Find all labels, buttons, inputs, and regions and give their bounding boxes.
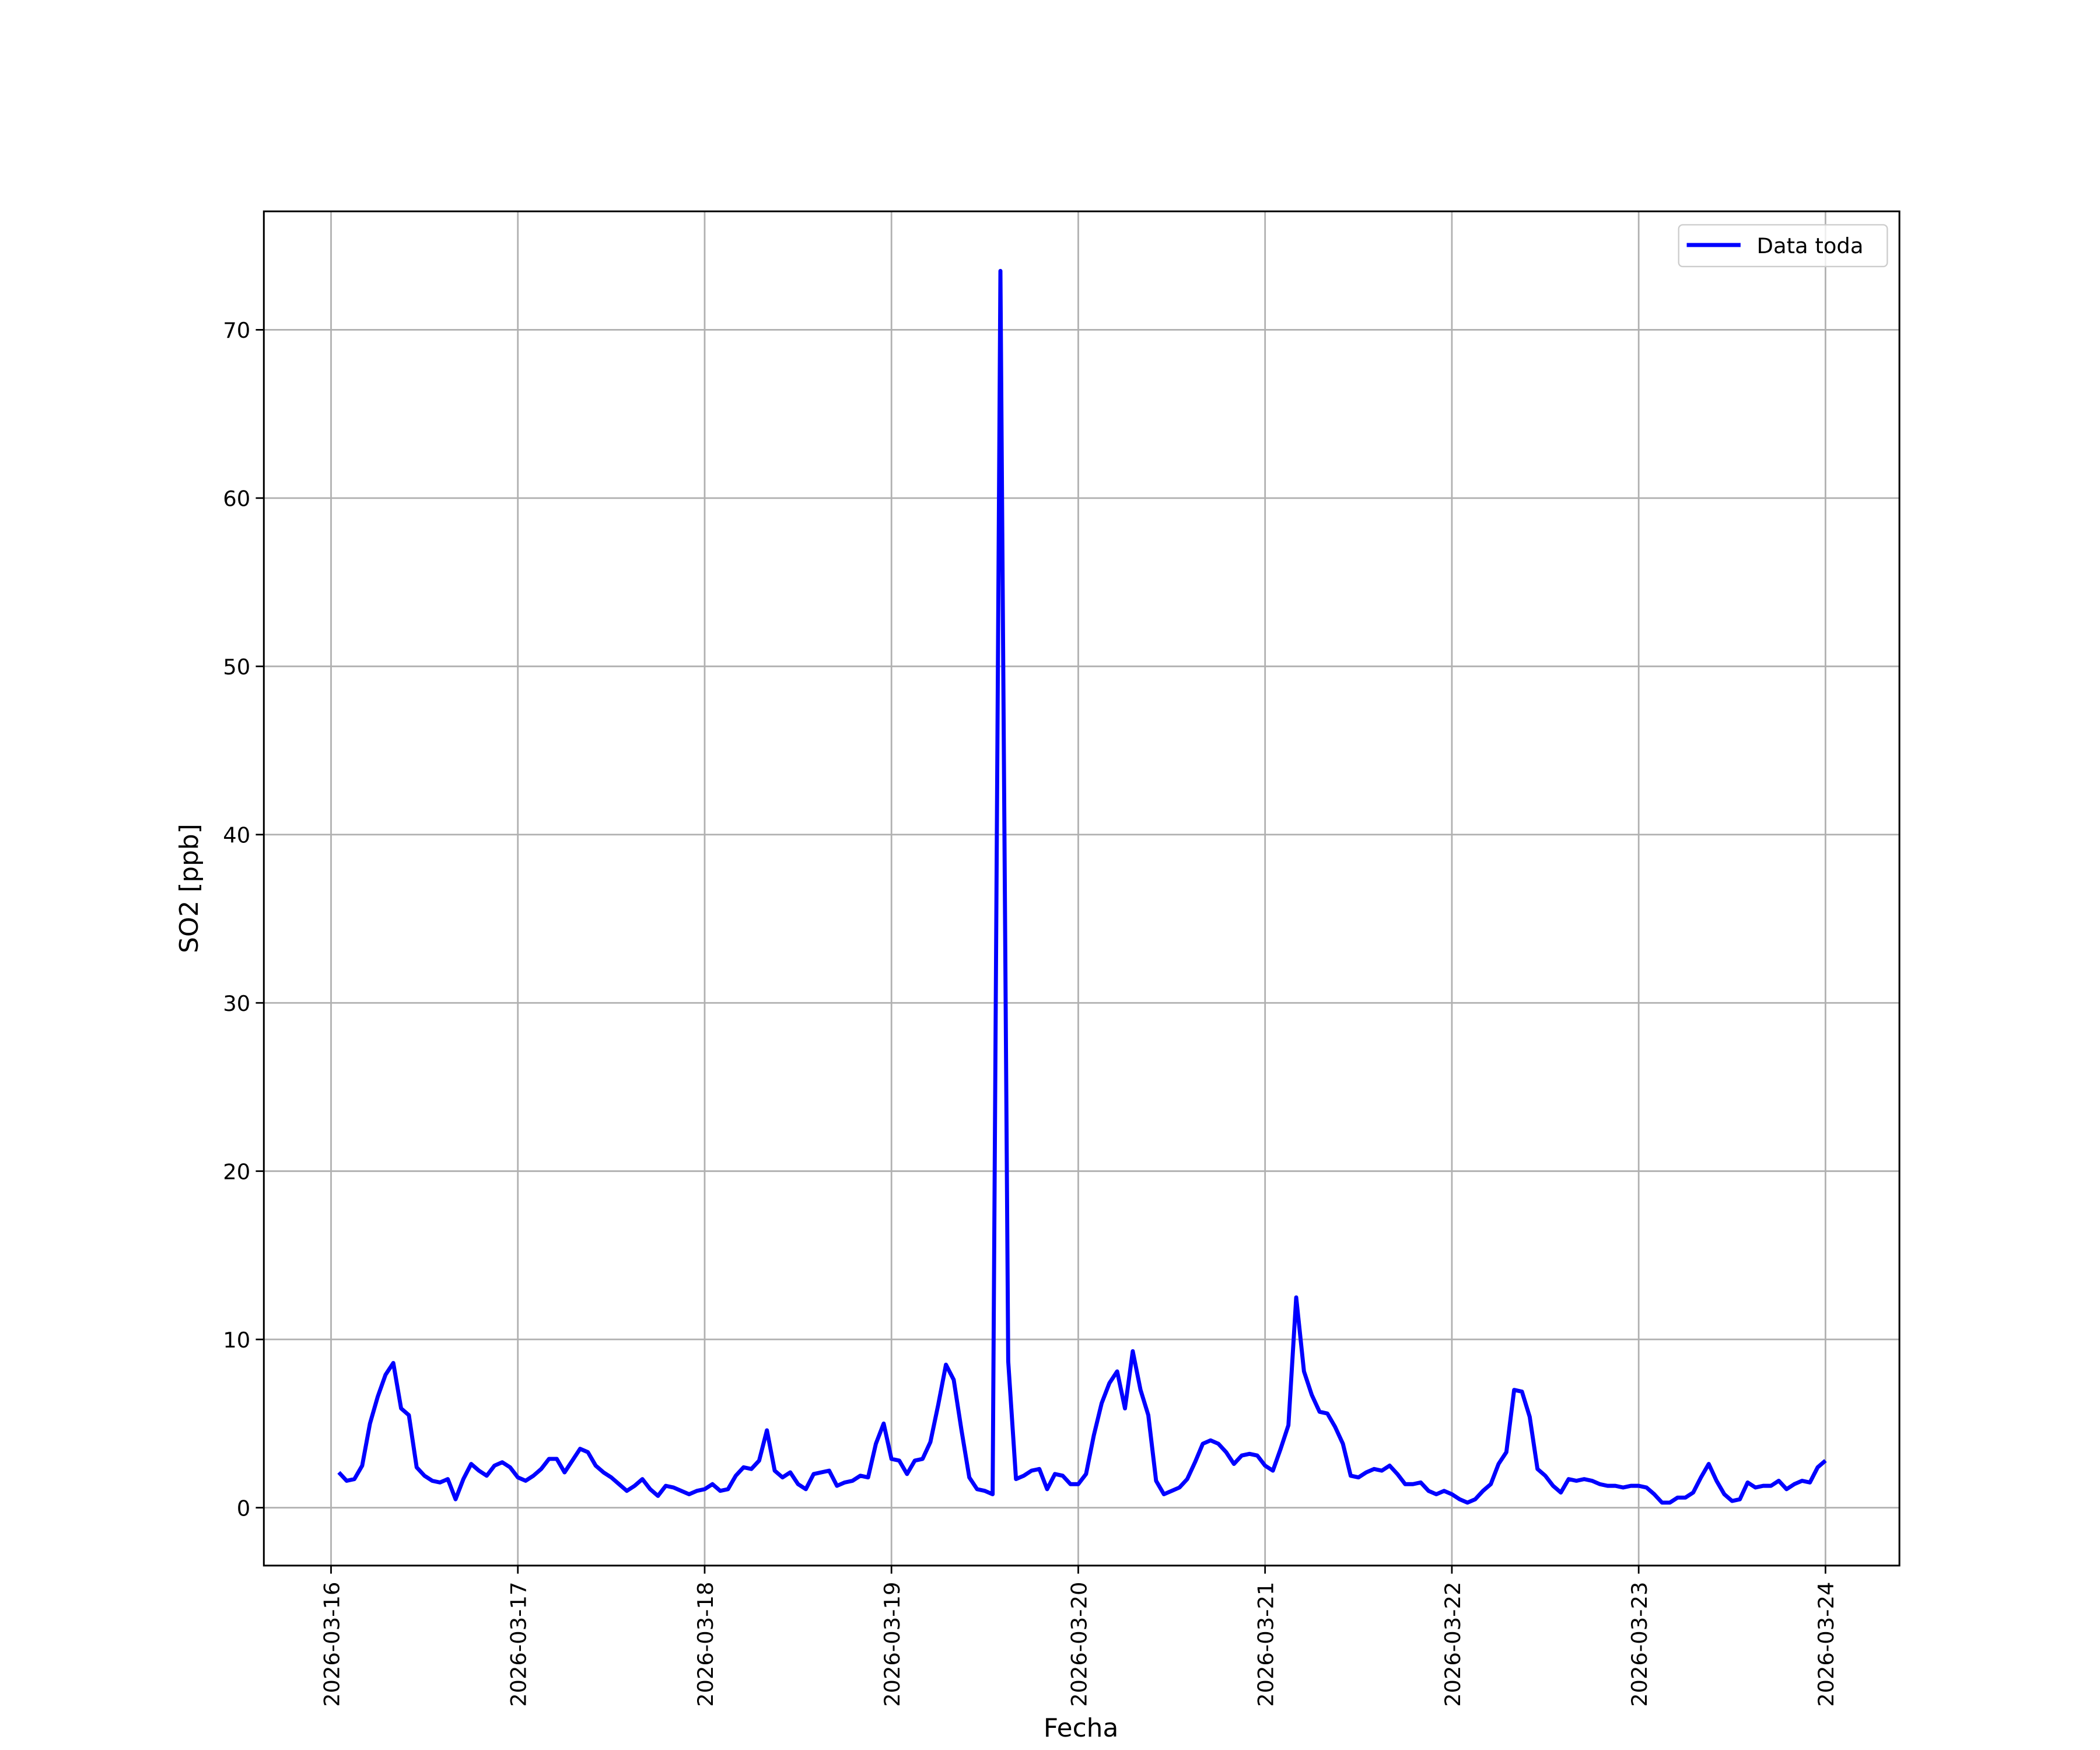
data-line bbox=[337, 268, 1827, 1505]
legend-label: Data toda bbox=[1757, 233, 1864, 258]
x-tick-label: 2026-03-20 bbox=[1066, 1582, 1091, 1707]
y-tick-label: 10 bbox=[223, 1328, 250, 1353]
y-axis-label: SO2 [ppb] bbox=[174, 824, 204, 953]
y-tick-label: 0 bbox=[237, 1496, 250, 1521]
x-tick-label: 2026-03-17 bbox=[506, 1582, 531, 1707]
y-tick-label: 30 bbox=[223, 991, 250, 1016]
x-tick-label: 2026-03-23 bbox=[1627, 1582, 1652, 1707]
x-tick-label: 2026-03-19 bbox=[880, 1582, 905, 1707]
x-tick-label: 2026-03-18 bbox=[693, 1582, 718, 1707]
y-tick-label: 70 bbox=[223, 318, 250, 343]
y-tick-label: 50 bbox=[223, 654, 250, 680]
y-tick-label: 20 bbox=[223, 1160, 250, 1185]
x-tick-label: 2026-03-16 bbox=[319, 1582, 344, 1707]
plot-area bbox=[337, 268, 1827, 1505]
x-axis-label: Fecha bbox=[1044, 1713, 1119, 1743]
axes-frame bbox=[262, 210, 1901, 1567]
y-tick-label: 60 bbox=[223, 487, 250, 512]
y-tick-label: 40 bbox=[223, 823, 250, 848]
legend-box bbox=[1678, 224, 1888, 268]
x-tick-label: 2026-03-22 bbox=[1440, 1582, 1465, 1707]
grid bbox=[264, 211, 1900, 1566]
x-tick-label: 2026-03-21 bbox=[1254, 1582, 1279, 1707]
x-tick-label: 2026-03-24 bbox=[1814, 1582, 1839, 1707]
